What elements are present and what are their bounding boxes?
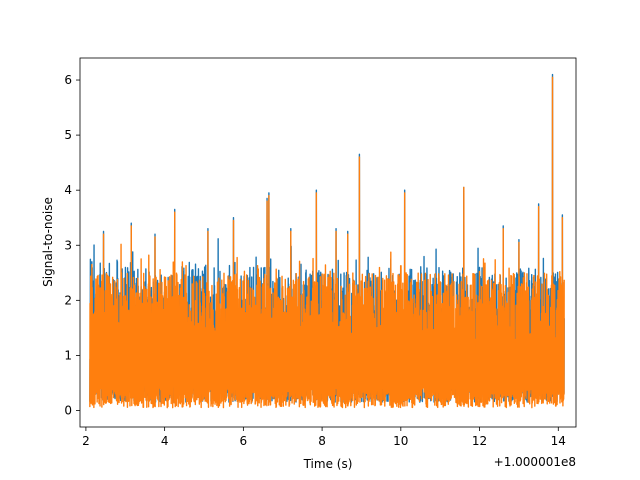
- y-tick-label: 0: [64, 403, 72, 417]
- x-tick-label: 6: [240, 434, 248, 448]
- x-tick-label: 8: [318, 434, 326, 448]
- series-layer: [89, 73, 565, 409]
- y-axis-label: Signal-to-noise: [41, 197, 55, 287]
- x-tick-label: 2: [82, 434, 90, 448]
- y-tick-label: 1: [64, 348, 72, 362]
- y-tick-label: 5: [64, 128, 72, 142]
- x-tick-label: 12: [472, 434, 487, 448]
- series-line-1: [89, 76, 565, 409]
- y-tick-label: 6: [64, 73, 72, 87]
- axes-frame: [79, 57, 577, 428]
- x-tick-label: 14: [551, 434, 566, 448]
- x-axis-ticks: 2 4 6 8 10 12 14: [82, 427, 566, 448]
- y-tick-label: 3: [64, 238, 72, 252]
- y-tick-label: 4: [64, 183, 72, 197]
- y-axis-ticks: 0 1 2 3 4 5 6: [64, 73, 80, 417]
- x-tick-label: 10: [393, 434, 408, 448]
- x-axis-label: Time (s): [303, 457, 353, 471]
- x-tick-label: 4: [161, 434, 169, 448]
- x-offset-label: +1.000001e8: [494, 455, 576, 469]
- y-tick-label: 2: [64, 293, 72, 307]
